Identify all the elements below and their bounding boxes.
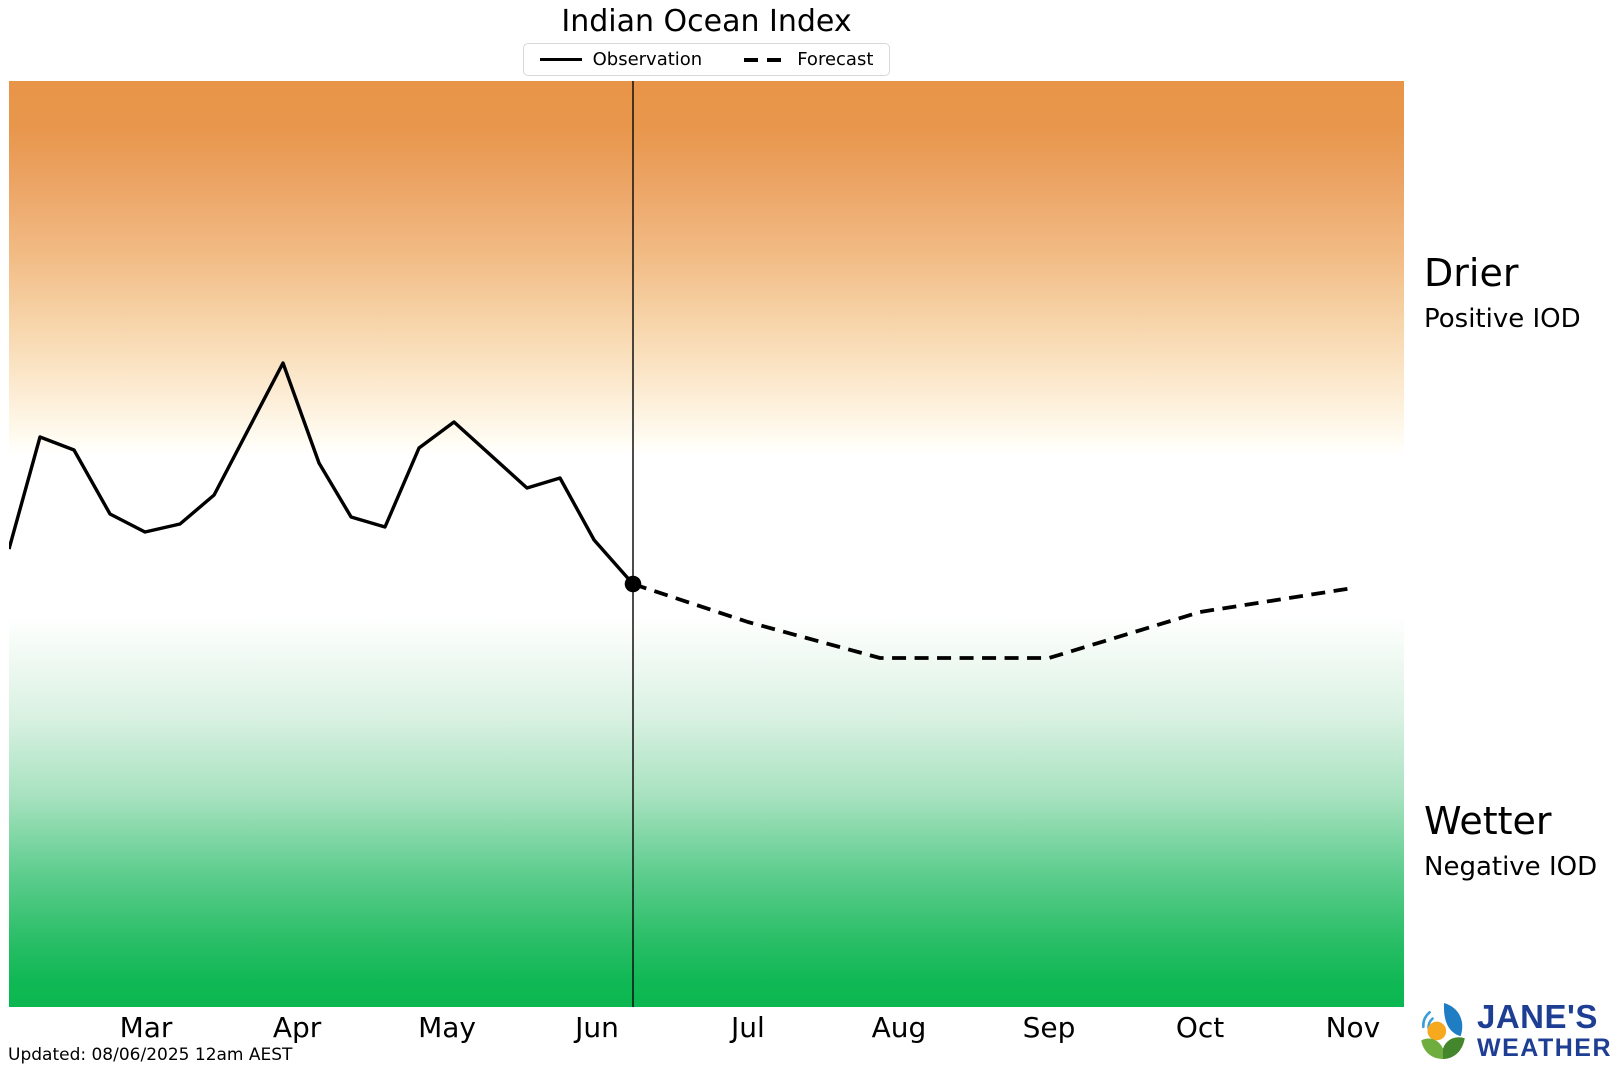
x-tick-label-jun: Jun: [575, 1011, 619, 1044]
logo-name-line2: WEATHER: [1477, 1034, 1613, 1062]
legend-item-observation: Observation: [539, 49, 703, 70]
legend-item-forecast: Forecast: [744, 49, 873, 70]
wetter-subtitle: Negative IOD: [1424, 851, 1598, 882]
forecast-line-swatch-icon: [744, 57, 787, 62]
wetter-label-group: Wetter Negative IOD: [1424, 799, 1598, 883]
logo-text: JANE'S WEATHER: [1477, 1000, 1612, 1061]
janes-weather-logo-icon: [1421, 1002, 1465, 1059]
drier-subtitle: Positive IOD: [1424, 303, 1581, 334]
x-tick-label-jul: Jul: [731, 1011, 765, 1044]
plot-area: [9, 81, 1404, 1007]
drier-label-group: Drier Positive IOD: [1424, 251, 1581, 335]
chart-title: Indian Ocean Index: [561, 4, 852, 39]
chart-canvas: [9, 81, 1354, 1007]
observation-line: [9, 361, 635, 586]
x-tick-label-sep: Sep: [1022, 1011, 1076, 1044]
current-value-marker: [624, 575, 642, 593]
x-tick-label-nov: Nov: [1325, 1011, 1381, 1044]
x-tick-label-mar: Mar: [119, 1011, 173, 1044]
x-tick-label-may: May: [418, 1011, 476, 1044]
x-tick-label-apr: Apr: [272, 1011, 322, 1044]
drier-title: Drier: [1424, 251, 1519, 295]
logo-name-line1: JANE'S: [1477, 998, 1598, 1035]
wetter-title: Wetter: [1424, 799, 1552, 843]
x-axis: Mar Apr May Jun Jul Aug Sep Oct Nov: [9, 1011, 1404, 1047]
x-tick-label-oct: Oct: [1175, 1011, 1225, 1044]
legend-label-forecast: Forecast: [797, 49, 874, 70]
legend-label-observation: Observation: [592, 49, 703, 70]
janes-weather-logo: JANE'S WEATHER: [1416, 1000, 1612, 1061]
legend: Observation Forecast: [9, 43, 1404, 76]
observation-line-swatch-icon: [539, 58, 582, 61]
legend-box: Observation Forecast: [522, 43, 891, 76]
forecast-line: [632, 582, 1354, 660]
updated-timestamp: Updated: 08/06/2025 12am AEST: [8, 1045, 293, 1065]
x-tick-label-aug: Aug: [871, 1011, 927, 1044]
